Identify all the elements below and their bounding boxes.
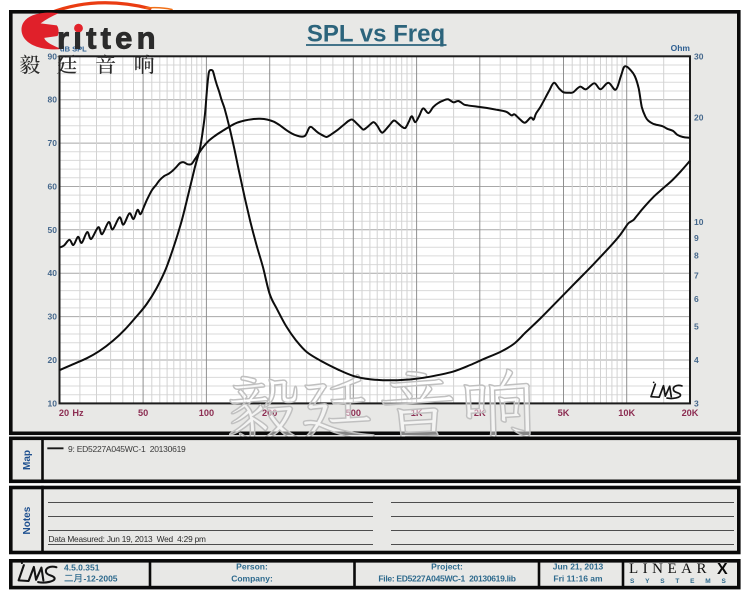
svg-text:4: 4	[694, 355, 699, 365]
svg-text:500: 500	[346, 408, 361, 418]
svg-text:10: 10	[48, 398, 58, 408]
svg-text:Fri 11:16 am: Fri 11:16 am	[553, 573, 603, 583]
svg-text:50: 50	[48, 225, 58, 235]
svg-text:X: X	[717, 561, 728, 578]
svg-text:70: 70	[48, 138, 58, 148]
svg-text:Map: Map	[22, 450, 33, 470]
svg-text:200: 200	[262, 408, 277, 418]
svg-text:20: 20	[59, 408, 69, 418]
svg-text:10: 10	[694, 217, 704, 227]
svg-text:SYSTEMS: SYSTEMS	[630, 578, 737, 585]
svg-text:5: 5	[694, 321, 699, 331]
svg-text:Data Measured: Jun 19, 2013 W: Data Measured: Jun 19, 2013 Wed 4:29 pm	[49, 534, 207, 544]
svg-text:20: 20	[694, 112, 704, 122]
svg-text:SPL vs Freq: SPL vs Freq	[307, 21, 445, 48]
svg-text:90: 90	[48, 51, 58, 61]
svg-text:rıtten: rıtten	[57, 21, 160, 56]
svg-text:Project:: Project:	[431, 562, 463, 572]
svg-text:8: 8	[694, 251, 699, 261]
svg-text:30: 30	[48, 312, 58, 322]
svg-text:Ohm: Ohm	[671, 43, 691, 53]
svg-text:Person:: Person:	[236, 562, 268, 572]
svg-text:LINEAR: LINEAR	[629, 561, 711, 577]
svg-text:Company:: Company:	[231, 573, 273, 583]
svg-text:6: 6	[694, 294, 699, 304]
svg-text:40: 40	[48, 268, 58, 278]
svg-text:20K: 20K	[682, 408, 699, 418]
svg-text:9: 9	[694, 233, 699, 243]
svg-text:7: 7	[694, 271, 699, 281]
svg-text:30: 30	[694, 51, 704, 61]
svg-text:4.5.0.351: 4.5.0.351	[64, 563, 100, 573]
svg-text:Notes: Notes	[22, 506, 33, 534]
svg-text:80: 80	[48, 95, 58, 105]
svg-text:50: 50	[138, 408, 148, 418]
svg-text:dB SPL: dB SPL	[60, 45, 87, 54]
svg-text:9: ED5227A045WC-1 20130619: 9: ED5227A045WC-1 20130619	[68, 444, 186, 454]
svg-text:20: 20	[48, 355, 58, 365]
svg-text:Jun 21, 2013: Jun 21, 2013	[553, 562, 604, 572]
svg-text:File: ED5227A045WC-1 20130619: File: ED5227A045WC-1 20130619.lib	[378, 573, 515, 583]
svg-text:10K: 10K	[618, 408, 635, 418]
svg-text:Hz: Hz	[72, 408, 84, 418]
svg-text:60: 60	[48, 182, 58, 192]
svg-text:100: 100	[199, 408, 214, 418]
svg-text:-12-2005: -12-2005	[84, 573, 118, 583]
svg-text:3: 3	[694, 398, 699, 408]
svg-text:5K: 5K	[558, 408, 570, 418]
